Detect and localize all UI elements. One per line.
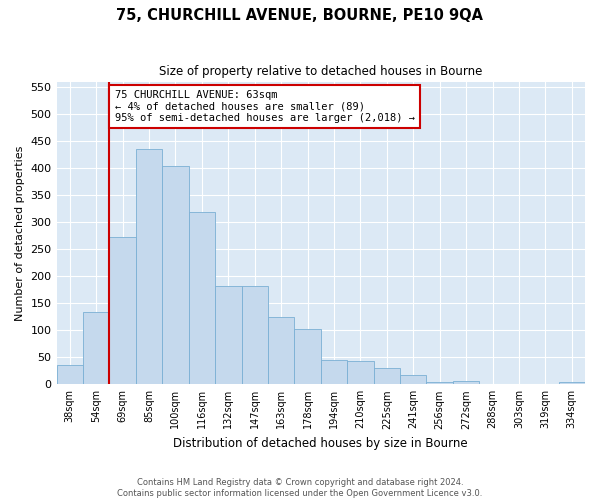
Title: Size of property relative to detached houses in Bourne: Size of property relative to detached ho… [159,65,482,78]
Bar [295,328,321,384]
Bar [321,360,347,384]
Text: Contains HM Land Registry data © Crown copyright and database right 2024.
Contai: Contains HM Land Registry data © Crown c… [118,478,482,498]
Y-axis label: Number of detached properties: Number of detached properties [15,146,25,321]
Bar [400,375,427,384]
X-axis label: Distribution of detached houses by size in Bourne: Distribution of detached houses by size … [173,437,468,450]
Bar [215,286,242,384]
Bar [427,382,453,384]
Bar [56,366,83,384]
Bar [268,317,295,384]
Bar [559,382,585,384]
Bar [188,212,215,384]
Bar [374,368,400,384]
Bar [453,380,479,384]
Bar [109,238,136,384]
Bar [242,286,268,384]
Bar [83,312,109,384]
Bar [347,360,374,384]
Text: 75 CHURCHILL AVENUE: 63sqm
← 4% of detached houses are smaller (89)
95% of semi-: 75 CHURCHILL AVENUE: 63sqm ← 4% of detac… [115,90,415,123]
Bar [162,166,188,384]
Text: 75, CHURCHILL AVENUE, BOURNE, PE10 9QA: 75, CHURCHILL AVENUE, BOURNE, PE10 9QA [116,8,484,22]
Bar [136,150,162,384]
